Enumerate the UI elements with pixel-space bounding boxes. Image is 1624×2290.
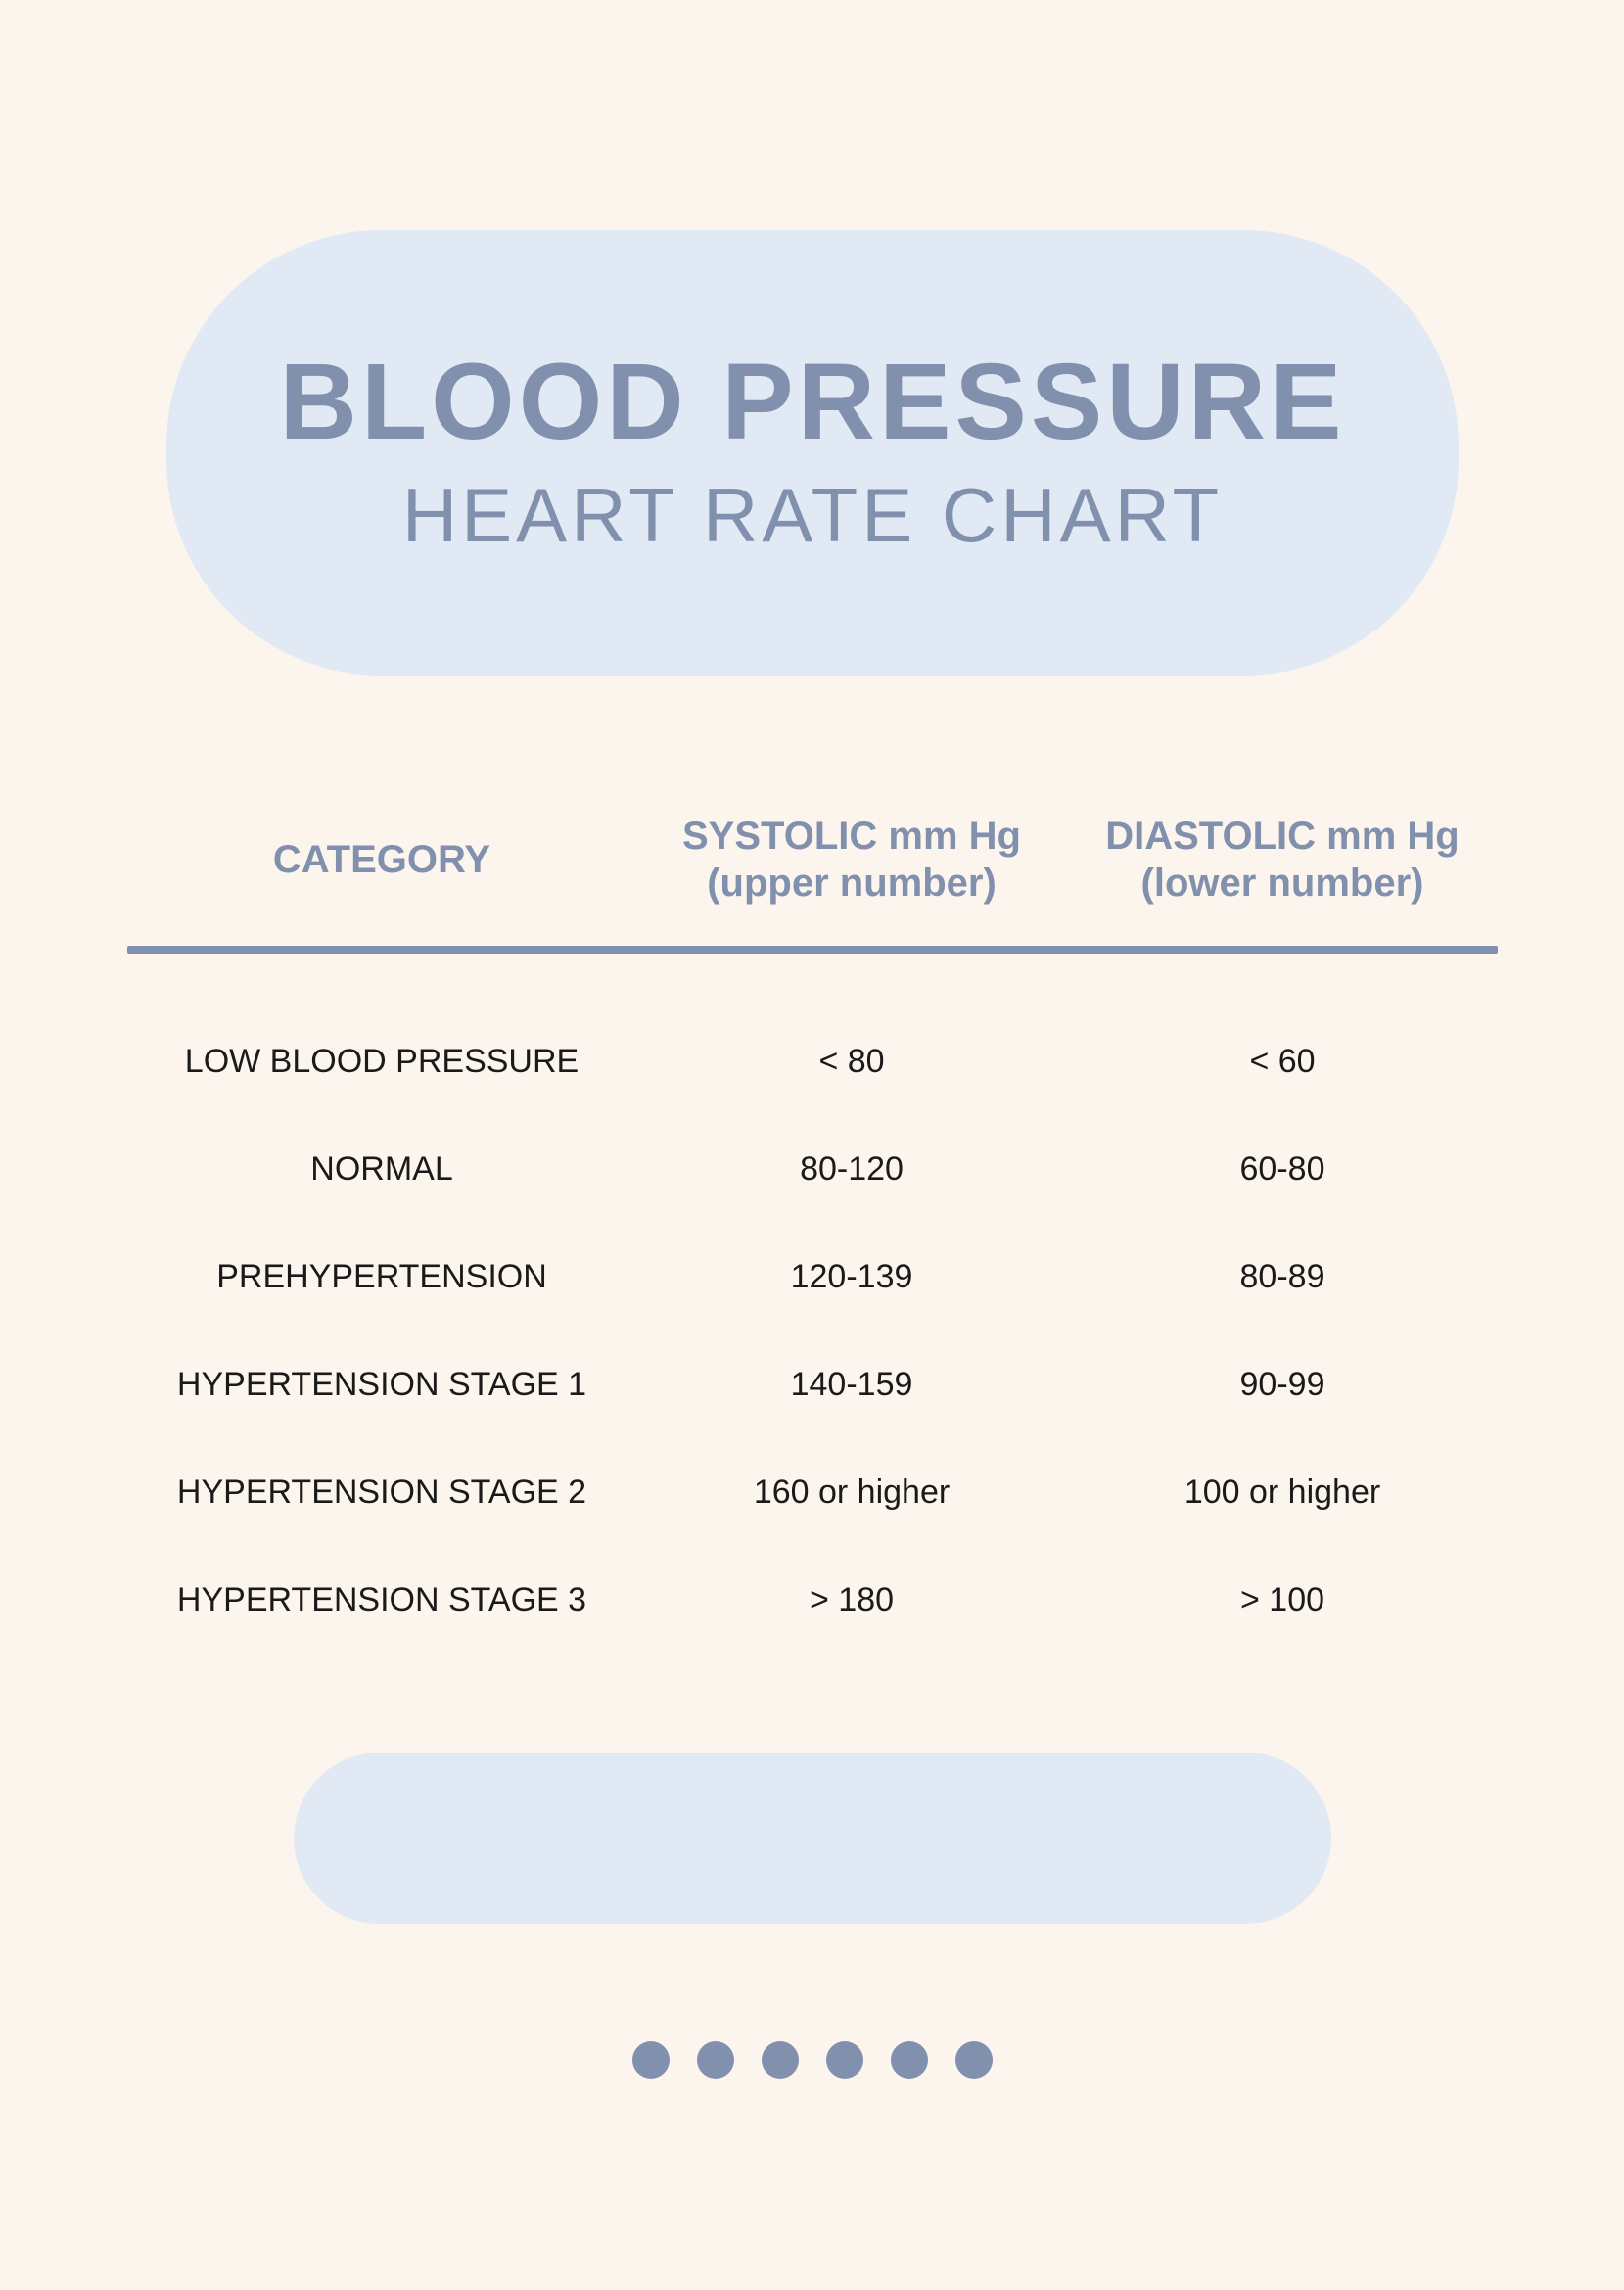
dot-icon <box>632 2041 670 2079</box>
table-row: HYPERTENSION STAGE 3 > 180 > 100 <box>127 1546 1498 1654</box>
col-header-label: DIASTOLIC mm Hg <box>1067 813 1498 860</box>
cell-category: NORMAL <box>127 1150 636 1189</box>
cell-category: LOW BLOOD PRESSURE <box>127 1043 636 1081</box>
col-header-systolic: SYSTOLIC mm Hg (upper number) <box>636 813 1067 907</box>
dot-icon <box>826 2041 863 2079</box>
title-main: BLOOD PRESSURE <box>280 346 1346 459</box>
cell-systolic: 160 or higher <box>636 1473 1067 1512</box>
cell-systolic: < 80 <box>636 1043 1067 1081</box>
cell-category: PREHYPERTENSION <box>127 1258 636 1296</box>
cell-diastolic: 90-99 <box>1067 1366 1498 1404</box>
dot-icon <box>891 2041 928 2079</box>
table-row: PREHYPERTENSION 120-139 80-89 <box>127 1223 1498 1331</box>
col-header-sub: (upper number) <box>636 860 1067 907</box>
dot-icon <box>955 2041 993 2079</box>
table-row: NORMAL 80-120 60-80 <box>127 1115 1498 1223</box>
cell-category: HYPERTENSION STAGE 2 <box>127 1473 636 1512</box>
cell-diastolic: 80-89 <box>1067 1258 1498 1296</box>
col-header-label: CATEGORY <box>127 836 636 883</box>
dot-icon <box>697 2041 734 2079</box>
decor-dots <box>0 2041 1624 2079</box>
table-header: CATEGORY SYSTOLIC mm Hg (upper number) D… <box>127 813 1498 946</box>
table-divider <box>127 946 1498 954</box>
cell-category: HYPERTENSION STAGE 3 <box>127 1581 636 1619</box>
col-header-diastolic: DIASTOLIC mm Hg (lower number) <box>1067 813 1498 907</box>
cell-diastolic: > 100 <box>1067 1581 1498 1619</box>
title-sub: HEART RATE CHART <box>402 471 1223 560</box>
col-header-label: SYSTOLIC mm Hg <box>636 813 1067 860</box>
cell-diastolic: 60-80 <box>1067 1150 1498 1189</box>
dot-icon <box>762 2041 799 2079</box>
col-header-category: CATEGORY <box>127 836 636 883</box>
col-header-sub: (lower number) <box>1067 860 1498 907</box>
cell-diastolic: < 60 <box>1067 1043 1498 1081</box>
table-row: HYPERTENSION STAGE 2 160 or higher 100 o… <box>127 1438 1498 1546</box>
cell-systolic: 140-159 <box>636 1366 1067 1404</box>
table-row: LOW BLOOD PRESSURE < 80 < 60 <box>127 1007 1498 1115</box>
cell-systolic: > 180 <box>636 1581 1067 1619</box>
table-row: HYPERTENSION STAGE 1 140-159 90-99 <box>127 1331 1498 1438</box>
header-pill: BLOOD PRESSURE HEART RATE CHART <box>166 230 1459 676</box>
cell-category: HYPERTENSION STAGE 1 <box>127 1366 636 1404</box>
bp-table: CATEGORY SYSTOLIC mm Hg (upper number) D… <box>127 813 1498 1654</box>
cell-diastolic: 100 or higher <box>1067 1473 1498 1512</box>
cell-systolic: 120-139 <box>636 1258 1067 1296</box>
table-body: LOW BLOOD PRESSURE < 80 < 60 NORMAL 80-1… <box>127 1007 1498 1654</box>
footer-pill <box>294 1753 1331 1924</box>
cell-systolic: 80-120 <box>636 1150 1067 1189</box>
